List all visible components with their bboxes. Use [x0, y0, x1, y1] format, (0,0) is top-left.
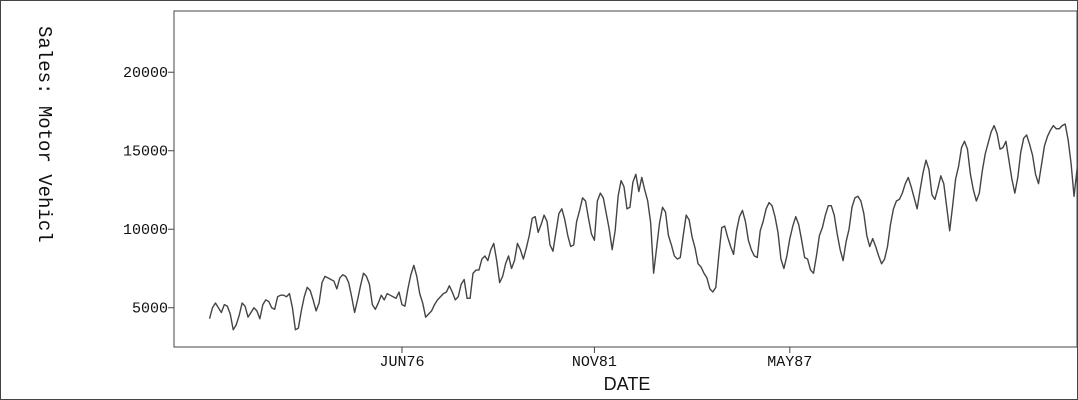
y-axis-ticks: 5000 10000 15000 20000 [123, 65, 174, 318]
y-axis-title: Sales: Motor Vehicl [33, 26, 55, 243]
y-tick-label: 5000 [132, 301, 168, 318]
y-tick-label: 20000 [123, 65, 168, 82]
y-tick-label: 15000 [123, 144, 168, 161]
x-tick-label: NOV81 [572, 354, 617, 371]
series-line [208, 123, 1077, 331]
x-tick-label: MAY87 [767, 354, 812, 371]
svg-text:Sales: Motor Vehicl: Sales: Motor Vehicl [33, 26, 55, 243]
y-tick-label: 10000 [123, 222, 168, 239]
x-tick-label: JUN76 [379, 354, 424, 371]
x-axis-ticks: JUN76 NOV81 MAY87 [379, 347, 812, 371]
x-axis-title: DATE [604, 374, 651, 394]
plot-area-border [173, 10, 1077, 348]
